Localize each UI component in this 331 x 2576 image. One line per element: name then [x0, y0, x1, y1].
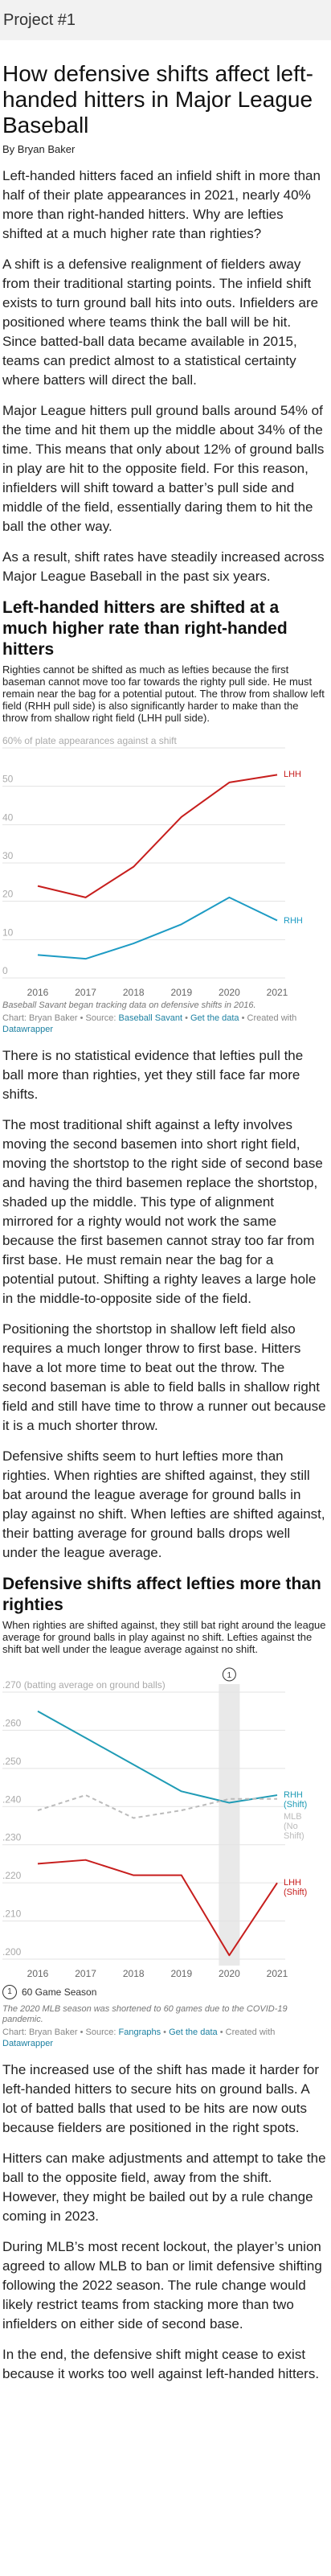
source-prefix: Source:	[85, 2028, 116, 2037]
series-line	[37, 1859, 278, 1957]
x-tick-label: 2021	[267, 1968, 288, 1979]
separator: •	[219, 2028, 223, 2037]
source-prefix: Source:	[85, 1013, 116, 1023]
y-tick-label: .240	[2, 1793, 22, 1805]
chart-svg: 1 .200 .210 .220 .230 .240 .250 .260 .270 (batti…	[2, 1667, 288, 1979]
chart: Left-handed hitters are shifted at a muc…	[2, 598, 326, 1035]
chart-notes: Baseball Savant began tracking data on d…	[2, 1000, 256, 1010]
paragraph: The most traditional shift against a lef…	[2, 1117, 323, 1306]
plot: 0 10 20 30 40 50 60% of plate appearances agai…	[2, 729, 321, 999]
paragraph: As a result, shift rates have steadily i…	[2, 549, 325, 584]
x-tick-label: 2017	[75, 987, 96, 998]
chart-svg: 0 10 20 30 40 50 60% of plate appearances agai…	[2, 735, 288, 998]
y-tick-label: .260	[2, 1717, 22, 1728]
x-tick-label: 2019	[170, 987, 192, 998]
chart-source: Chart: Bryan Baker • Source: Fangraphs •…	[2, 2027, 326, 2049]
y-tick-label: .200	[2, 1946, 22, 1958]
paragraph: A shift is a defensive realignment of fi…	[2, 257, 319, 388]
y-tick-label: 10	[2, 926, 14, 938]
chart: Defensive shifts affect lefties more tha…	[2, 1574, 326, 2049]
paragraph: The increased use of the shift has made …	[2, 2062, 320, 2135]
chart-source: Chart: Bryan Baker • Source: Baseball Sa…	[2, 1013, 326, 1035]
y-tick-label: .210	[2, 1908, 22, 1920]
paragraph: Hitters can make adjustments and attempt…	[2, 2151, 326, 2224]
chart-title: Defensive shifts affect lefties more tha…	[2, 1575, 321, 1614]
chart-notes: The 2020 MLB season was shortened to 60 …	[2, 2004, 288, 2024]
y-tick-label: 0	[2, 965, 8, 976]
x-tick-label: 2016	[27, 987, 49, 998]
paragraph: Defensive shifts seem to hurt lefties mo…	[2, 1448, 325, 1560]
x-tick-label: 2016	[27, 1968, 49, 1979]
created-prefix: Created with	[225, 2028, 276, 2037]
series-label: LHH	[284, 770, 302, 780]
y-tick-label: 60% of plate appearances against a shift	[2, 735, 177, 746]
x-tick-label: 2018	[123, 987, 145, 998]
paragraph: During MLB’s most recent lockout, the pl…	[2, 2239, 322, 2332]
series-line	[37, 1710, 278, 1804]
series-label: RHH (Shift)	[284, 1790, 308, 1810]
series-label: RHH	[284, 915, 303, 926]
data-link[interactable]: Get the data	[169, 2028, 218, 2037]
x-tick-label: 2021	[267, 987, 288, 998]
y-tick-label: 20	[2, 889, 14, 900]
project-label: Project #1	[3, 10, 76, 29]
data-link[interactable]: Get the data	[190, 1013, 239, 1023]
article-title: How defensive shifts affect left-handed …	[2, 61, 313, 138]
paragraph: Left-handed hitters faced an infield shi…	[2, 168, 321, 241]
separator: •	[80, 1013, 84, 1023]
highlight-band	[219, 1684, 240, 1966]
series-line	[37, 896, 278, 960]
annotation-key: 1 60 Game Season	[2, 1985, 326, 1999]
paragraph: Positioning the shortstop in shallow lef…	[2, 1321, 326, 1433]
separator: •	[185, 1013, 188, 1023]
chart-title: Left-handed hitters are shifted at a muc…	[2, 598, 288, 659]
separator: •	[241, 1013, 245, 1023]
annotation-marker: 1	[227, 1671, 232, 1680]
byline: By Bryan Baker	[2, 143, 76, 155]
annotation-label: 60 Game Season	[22, 1986, 97, 1998]
chart-subtitle: When righties are shifted against, they …	[2, 1619, 326, 1655]
x-tick-label: 2020	[219, 1968, 240, 1979]
series-label: MLB (No Shift)	[284, 1812, 304, 1842]
credit: Chart: Bryan Baker	[2, 1013, 78, 1023]
separator: •	[80, 2028, 84, 2037]
tool-link[interactable]: Datawrapper	[2, 1025, 53, 1034]
separator: •	[163, 2028, 167, 2037]
annotation-marker: 1	[2, 1985, 17, 1999]
paragraph: In the end, the defensive shift might ce…	[2, 2347, 320, 2381]
source-link[interactable]: Baseball Savant	[118, 1013, 183, 1023]
y-tick-label: .220	[2, 1870, 22, 1881]
y-tick-label: .270 (batting average on ground balls)	[2, 1679, 166, 1691]
article: How defensive shifts affect left-handed …	[0, 61, 331, 2384]
top-bar: Project #1	[0, 0, 331, 40]
chart-subtitle: Righties cannot be shifted as much as le…	[2, 664, 325, 724]
y-tick-label: 30	[2, 850, 14, 861]
y-tick-label: 50	[2, 774, 14, 785]
x-tick-label: 2018	[123, 1968, 145, 1979]
created-prefix: Created with	[247, 1013, 297, 1023]
credit: Chart: Bryan Baker	[2, 2028, 78, 2037]
x-tick-label: 2017	[75, 1968, 96, 1979]
tool-link[interactable]: Datawrapper	[2, 2039, 53, 2048]
paragraph: Major League hitters pull ground balls a…	[2, 403, 325, 534]
y-tick-label: .250	[2, 1756, 22, 1767]
plot: 1 .200 .210 .220 .230 .240 .250 .260 .270 (batti…	[2, 1660, 321, 1982]
annotation-circle	[222, 1667, 236, 1682]
source-link[interactable]: Fangraphs	[118, 2028, 161, 2037]
paragraph: There is no statistical evidence that le…	[2, 1048, 304, 1102]
x-tick-label: 2020	[219, 987, 240, 998]
series-label: LHH (Shift)	[284, 1878, 308, 1898]
y-tick-label: 40	[2, 811, 14, 823]
series-line	[37, 774, 278, 898]
x-tick-label: 2019	[170, 1968, 192, 1979]
y-tick-label: .230	[2, 1832, 22, 1843]
